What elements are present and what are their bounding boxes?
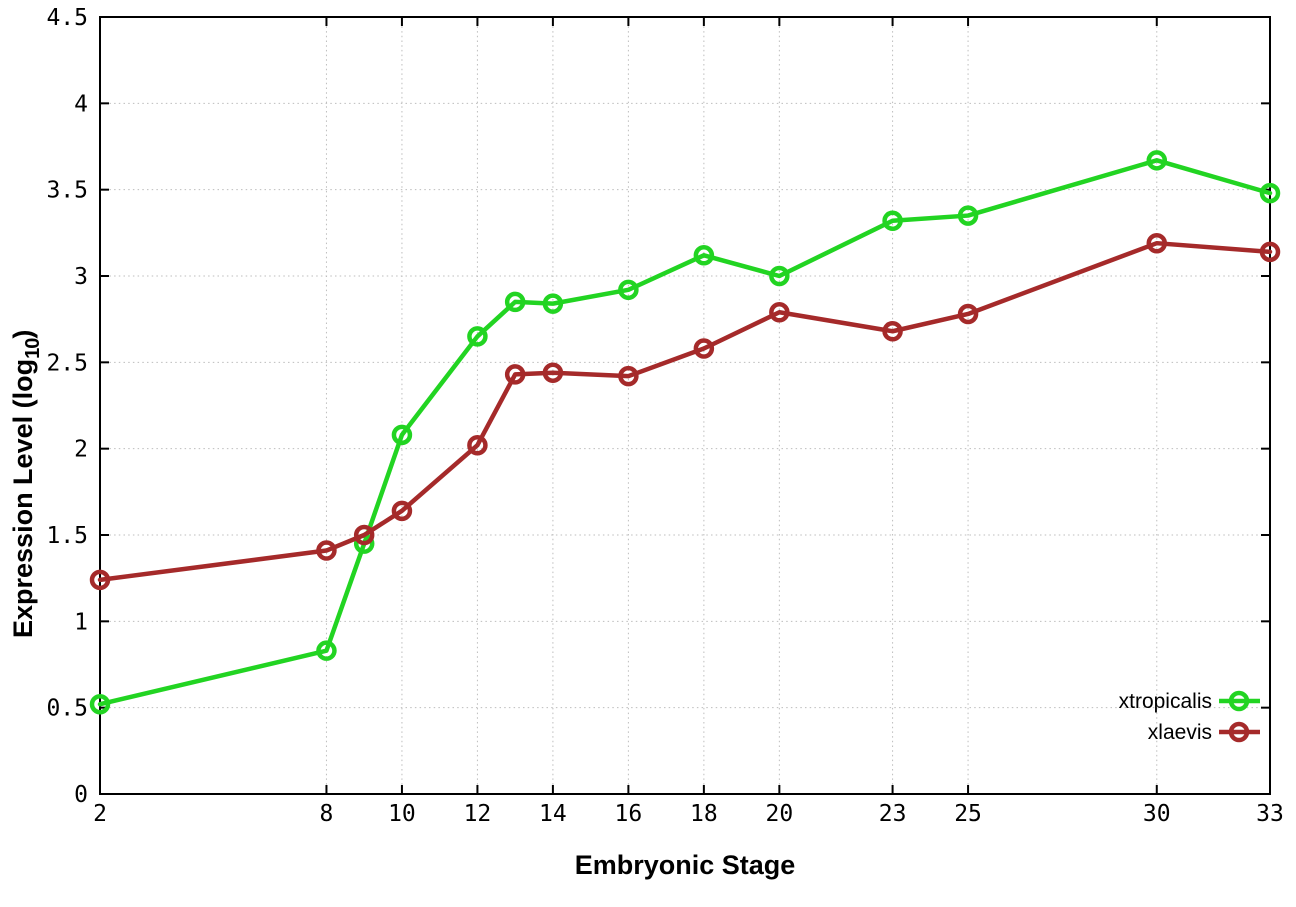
data-point-marker-xtropicalis (504, 291, 526, 313)
data-point-marker-xlaevis (542, 362, 564, 383)
y-axis-title-suffix: ) (8, 329, 38, 339)
y-tick-label: 1.5 (46, 523, 88, 549)
y-tick-label: 2 (74, 437, 88, 463)
x-tick-label: 8 (320, 801, 334, 827)
data-point-marker-xtropicalis (693, 245, 715, 266)
y-tick-label: 3 (74, 264, 88, 290)
data-point-marker-xtropicalis (1259, 182, 1281, 204)
data-point-marker-xtropicalis (769, 265, 790, 287)
data-point-marker-xlaevis (693, 338, 715, 359)
legend: xtropicalis xlaevis (1119, 690, 1260, 744)
x-tick-label: 18 (690, 801, 718, 827)
tick-marks (99, 16, 1271, 795)
legend-item-xtropicalis: xtropicalis (1119, 690, 1260, 713)
data-point-marker-xlaevis (89, 569, 111, 591)
series-xtropicalis (89, 150, 1281, 715)
legend-item-xlaevis: xlaevis (1148, 721, 1260, 744)
data-point-marker-xlaevis (618, 365, 639, 387)
data-point-marker-xlaevis (467, 434, 488, 456)
data-point-marker-xlaevis (391, 500, 413, 522)
legend-marker-sample (1228, 690, 1250, 712)
data-point-marker-xtropicalis (316, 640, 337, 661)
y-tick-label: 3.5 (46, 178, 88, 204)
data-point-marker-xtropicalis (957, 205, 979, 226)
legend-marker-sample (1228, 721, 1250, 743)
x-tick-label: 12 (464, 801, 492, 827)
x-tick-label: 10 (388, 801, 416, 827)
data-point-marker-xtropicalis (391, 424, 413, 446)
y-tick-label: 0 (74, 782, 88, 808)
data-point-marker-xtropicalis (542, 293, 564, 314)
y-axis-title-subscript: 10 (22, 338, 44, 359)
data-point-marker-xlaevis (1146, 232, 1168, 254)
y-axis-title: Expression Level (log10) (8, 330, 45, 638)
x-tick-label: 2 (93, 801, 107, 827)
plot-border (99, 16, 1271, 795)
y-tick-label: 2.5 (46, 350, 88, 376)
data-point-marker-xtropicalis (89, 693, 111, 715)
y-tick-label: 4 (74, 91, 88, 117)
x-tick-label: 16 (615, 801, 643, 827)
data-point-marker-xlaevis (957, 303, 979, 325)
data-point-marker-xtropicalis (1146, 150, 1168, 171)
x-tick-label: 23 (879, 801, 907, 827)
x-axis-title: Embryonic Stage (574, 850, 796, 880)
data-point-marker-xlaevis (316, 540, 337, 561)
x-tick-labels: 2 8 10 12 14 16 18 20 23 25 30 33 (93, 801, 1284, 827)
series-xlaevis-line (97, 240, 1273, 583)
y-tick-label: 4.5 (46, 5, 88, 31)
data-point-marker-xlaevis (353, 524, 375, 546)
data-point-marker-xtropicalis (467, 326, 488, 347)
y-axis-title-text: Expression Level (log (8, 358, 38, 638)
series-xtropicalis-line (97, 158, 1273, 707)
legend-label-xtropicalis: xtropicalis (1119, 690, 1212, 713)
gridlines (100, 17, 1270, 794)
data-point-marker-xtropicalis (618, 279, 639, 301)
data-point-marker-xlaevis (504, 364, 526, 385)
y-tick-label: 0.5 (46, 696, 88, 722)
series-xlaevis (89, 232, 1281, 591)
data-point-marker-xlaevis (882, 321, 903, 342)
data-point-marker-xlaevis (1259, 241, 1281, 263)
x-tick-label: 33 (1256, 801, 1284, 827)
x-tick-label: 25 (954, 801, 982, 827)
legend-label-xlaevis: xlaevis (1148, 721, 1212, 744)
data-point-marker-xlaevis (769, 302, 790, 323)
data-point-marker-xtropicalis (882, 210, 903, 231)
x-tick-label: 20 (766, 801, 794, 827)
y-tick-label: 1 (74, 609, 88, 635)
y-tick-labels: 0 0.5 1 1.5 2 2.5 3 3.5 4 4.5 (46, 5, 88, 808)
x-tick-label: 30 (1143, 801, 1171, 827)
x-tick-label: 14 (539, 801, 567, 827)
